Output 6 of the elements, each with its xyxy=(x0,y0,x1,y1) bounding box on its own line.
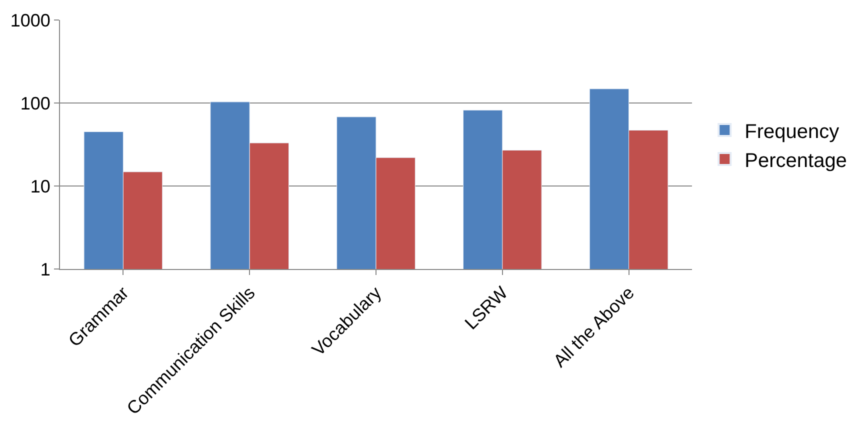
y-tick-label: 100 xyxy=(20,93,50,114)
y-tick-label: 1 xyxy=(40,259,50,280)
legend-label: Percentage xyxy=(744,150,847,172)
y-tick-label: 10 xyxy=(30,176,50,196)
y-tick-label: 1000 xyxy=(10,10,50,30)
legend-label: Frequency xyxy=(744,120,840,143)
